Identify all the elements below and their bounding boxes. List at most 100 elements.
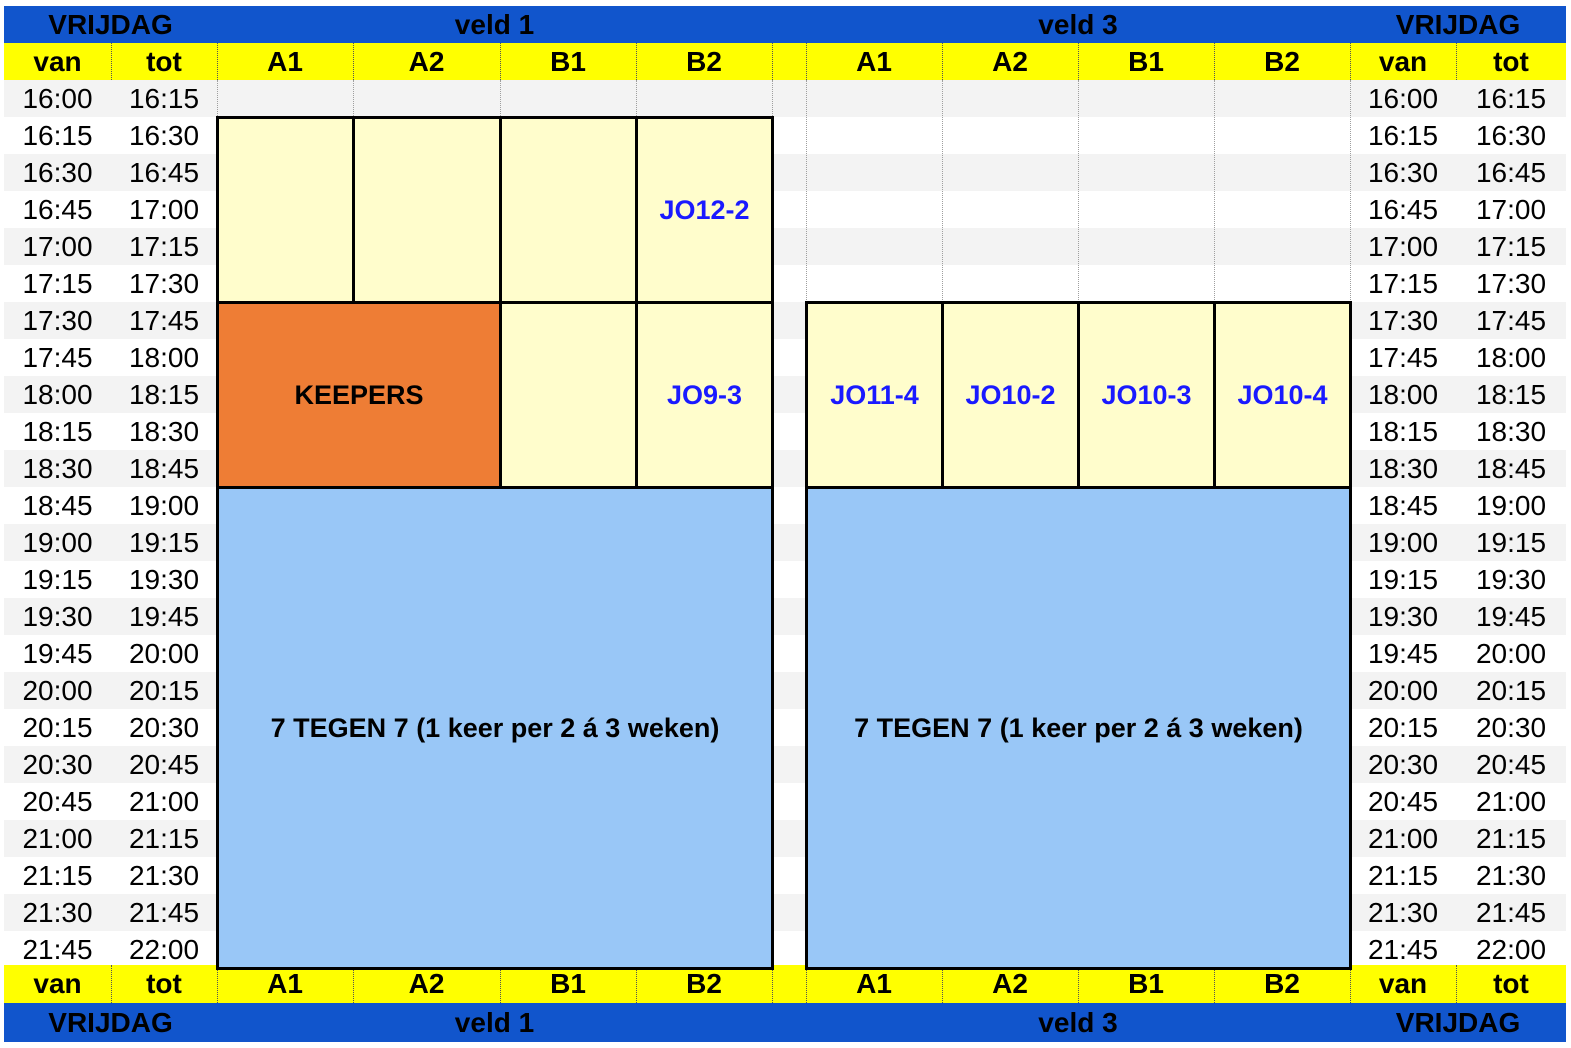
header-separator [1214, 43, 1215, 80]
time-van-left: 17:00 [22, 230, 93, 262]
time-van-left: 21:00 [22, 822, 93, 854]
time-van-right: 20:00 [1367, 674, 1439, 706]
time-tot-right: 17:00 [1475, 193, 1547, 225]
header-separator [353, 43, 354, 80]
time-tot-left: 20:30 [128, 711, 200, 743]
footer-field-right: veld 3 [1038, 1006, 1118, 1038]
time-tot-right: 19:00 [1475, 489, 1547, 521]
time-tot-right: 17:45 [1475, 304, 1547, 336]
time-tot-left: 16:15 [128, 82, 200, 114]
time-tot-right: 21:30 [1475, 859, 1547, 891]
time-tot-right: 22:00 [1475, 933, 1547, 965]
time-van-left: 20:45 [22, 785, 93, 817]
time-van-left: 20:15 [22, 711, 93, 743]
time-tot-right: 17:15 [1475, 230, 1547, 262]
veld1-b2-jo12-2[interactable]: JO12-2 [635, 116, 774, 304]
veld3-a2-jo10-2[interactable]: JO10-2 [941, 301, 1080, 489]
veld3-b2-jo10-4[interactable]: JO10-4 [1213, 301, 1352, 489]
time-tot-left: 22:00 [128, 933, 200, 965]
veld1-keepers[interactable]: KEEPERS [216, 301, 502, 489]
time-van-right: 21:00 [1367, 822, 1439, 854]
time-tot-left: 17:15 [128, 230, 200, 262]
time-tot-right: 19:30 [1475, 563, 1547, 595]
veld1-b1-slot-1730[interactable] [499, 301, 638, 489]
time-van-right: 20:30 [1367, 748, 1439, 780]
header-van-left: van [33, 45, 82, 77]
header-col-right-a1: A1 [856, 45, 892, 77]
veld3-7-tegen-7[interactable]: 7 TEGEN 7 (1 keer per 2 á 3 weken) [805, 486, 1352, 970]
header-col-left-b1: B1 [550, 45, 586, 77]
veld3-a1-jo11-4[interactable]: JO11-4 [805, 301, 944, 489]
time-tot-right: 18:00 [1475, 341, 1547, 373]
veld1-a2-slot-1615[interactable] [352, 116, 502, 304]
time-van-right: 18:00 [1367, 378, 1439, 410]
footer-col-right-b1: B1 [1128, 968, 1164, 999]
time-van-right: 21:30 [1367, 896, 1439, 928]
veld1-7-tegen-7[interactable]: 7 TEGEN 7 (1 keer per 2 á 3 weken) [216, 486, 774, 970]
time-tot-right: 16:15 [1475, 82, 1547, 114]
header-separator [1350, 43, 1351, 80]
time-van-right: 19:30 [1367, 600, 1439, 632]
veld3-b1-jo10-3[interactable]: JO10-3 [1077, 301, 1216, 489]
veld1-a1-slot-1615[interactable] [216, 116, 355, 304]
header-field-left: veld 1 [454, 8, 535, 40]
footer-tot-left: tot [146, 968, 182, 999]
header-col-right-a2: A2 [992, 45, 1028, 77]
time-tot-right: 18:45 [1475, 452, 1547, 484]
time-tot-right: 20:00 [1475, 637, 1547, 669]
footer-col-left-a1: A1 [267, 968, 303, 999]
footer-col-left-b2: B2 [686, 968, 722, 999]
header-tot-left: tot [146, 45, 182, 77]
footer-col-left-a2: A2 [408, 968, 445, 999]
time-van-left: 18:30 [22, 452, 93, 484]
time-van-left: 17:15 [22, 267, 93, 299]
time-van-left: 17:30 [22, 304, 93, 336]
header-separator [772, 43, 773, 80]
time-tot-left: 19:30 [128, 563, 200, 595]
time-van-right: 17:45 [1367, 341, 1439, 373]
header-separator [111, 43, 112, 80]
time-tot-right: 21:45 [1475, 896, 1547, 928]
time-tot-left: 18:15 [128, 378, 200, 410]
time-tot-left: 18:00 [128, 341, 200, 373]
footer-col-right-b2: B2 [1264, 968, 1300, 999]
time-van-left: 21:45 [22, 933, 93, 965]
time-tot-right: 17:30 [1475, 267, 1547, 299]
header-van-right: van [1378, 45, 1428, 77]
time-tot-left: 18:45 [128, 452, 200, 484]
header-day-left: VRIJDAG [48, 8, 173, 40]
header-separator [1214, 965, 1215, 1003]
time-van-left: 20:00 [22, 674, 93, 706]
time-van-right: 20:45 [1367, 785, 1439, 817]
time-van-right: 20:15 [1367, 711, 1439, 743]
header-col-left-b2: B2 [686, 45, 722, 77]
time-tot-right: 19:45 [1475, 600, 1547, 632]
time-van-left: 19:15 [22, 563, 93, 595]
time-van-right: 17:30 [1367, 304, 1439, 336]
header-separator [942, 43, 943, 80]
header-day-right: VRIJDAG [1395, 8, 1521, 40]
header-separator [1456, 43, 1457, 80]
time-tot-left: 19:00 [128, 489, 200, 521]
time-van-left: 16:15 [22, 119, 93, 151]
footer-col-right-a1: A1 [856, 968, 892, 999]
header-separator [636, 965, 637, 1003]
veld1-b1-slot-1615[interactable] [499, 116, 638, 304]
header-separator [1350, 965, 1351, 1003]
footer-day-right: VRIJDAG [1395, 1006, 1521, 1038]
header-col-right-b1: B1 [1128, 45, 1164, 77]
footer-van-right: van [1378, 968, 1428, 999]
footer-col-left-b1: B1 [550, 968, 586, 999]
veld1-b2-jo9-3[interactable]: JO9-3 [635, 301, 774, 489]
time-tot-left: 20:45 [128, 748, 200, 780]
time-van-right: 19:45 [1367, 637, 1439, 669]
header-separator [1078, 965, 1079, 1003]
time-tot-left: 20:00 [128, 637, 200, 669]
header-separator [500, 965, 501, 1003]
time-tot-right: 16:45 [1475, 156, 1547, 188]
footer-yellow-band [4, 965, 1566, 1003]
time-van-left: 18:45 [22, 489, 93, 521]
time-van-right: 21:15 [1367, 859, 1439, 891]
header-separator [1456, 965, 1457, 1003]
